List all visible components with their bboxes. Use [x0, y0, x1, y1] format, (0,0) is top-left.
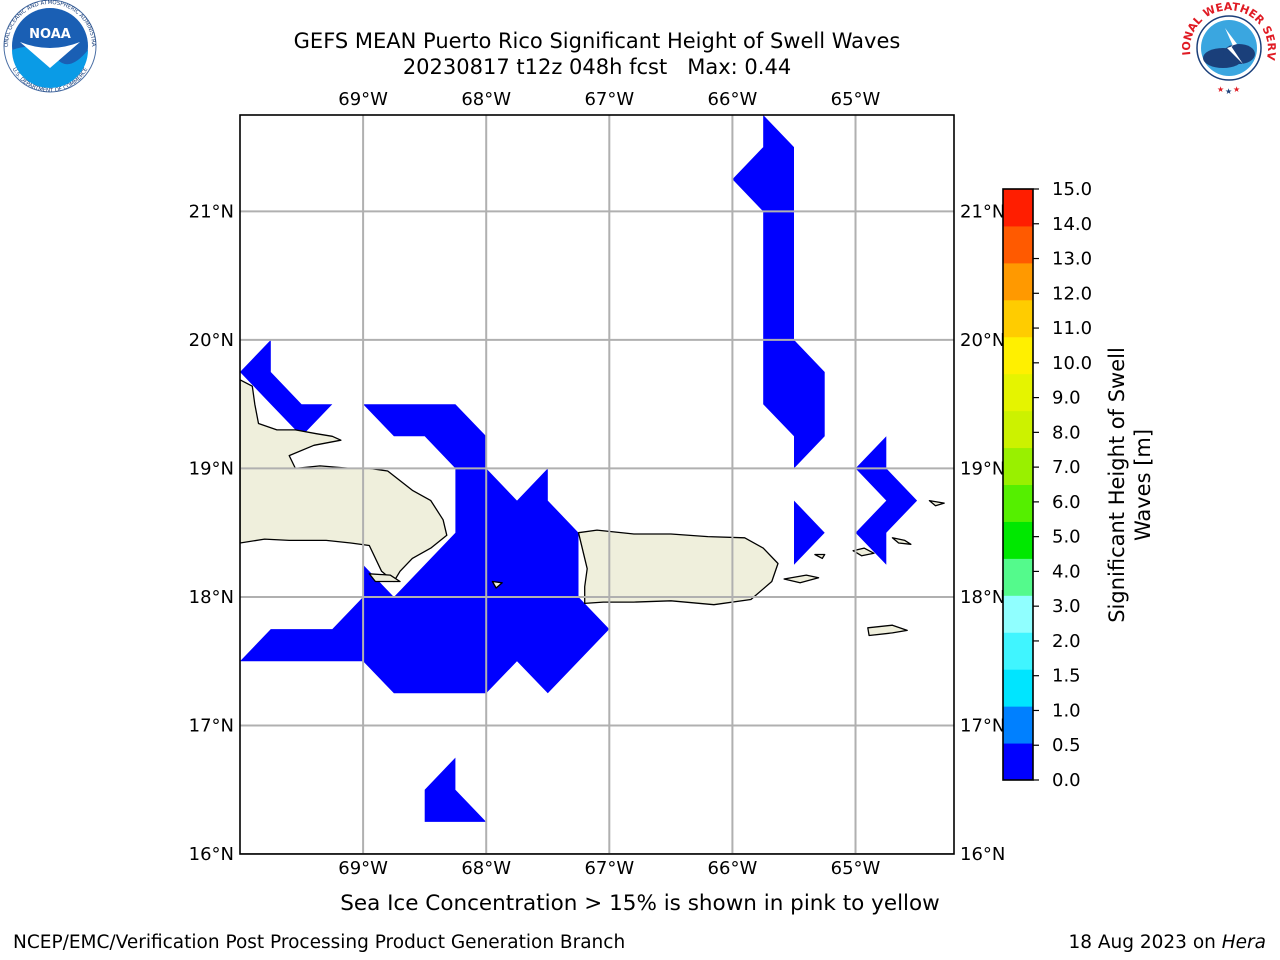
map-caption: Sea Ice Concentration > 15% is shown in … — [340, 891, 940, 916]
colorbar-swatch — [1003, 189, 1033, 227]
nws-star-icon: ★ — [1233, 85, 1240, 94]
swell-region — [240, 339, 333, 437]
colorbar-swatch — [1003, 669, 1033, 707]
map-frame — [239, 114, 955, 855]
land-saona — [368, 573, 401, 583]
lat-tick-label-right: 17°N — [960, 715, 1005, 736]
lat-tick-label-right: 16°N — [960, 844, 1005, 865]
colorbar-tick-label: 1.5 — [1052, 666, 1081, 687]
lon-tick-label-bottom: 68°W — [461, 858, 511, 879]
land-st-thomas — [852, 547, 875, 557]
lon-tick-label-top: 67°W — [584, 89, 634, 110]
colorbar-tick-label: 10.0 — [1052, 353, 1092, 374]
lat-tick-label-right: 19°N — [960, 458, 1005, 479]
grid-layer — [240, 115, 954, 854]
colorbar-swatch — [1003, 595, 1033, 633]
colorbar-swatch — [1003, 743, 1033, 781]
lon-tick-label-bottom: 66°W — [708, 858, 758, 879]
land-st-croix — [867, 624, 908, 637]
lat-tick-label-left: 21°N — [189, 201, 234, 222]
lon-tick-label-top: 69°W — [338, 89, 388, 110]
lat-tick-label-left: 16°N — [189, 844, 234, 865]
colorbar-swatch — [1003, 410, 1033, 449]
colorbar-tick-label: 2.0 — [1052, 631, 1081, 652]
swell-region — [794, 500, 825, 565]
colorbar-swatch — [1003, 521, 1033, 559]
map-subtitle: 20230817 t12z 048h fcst Max: 0.44 — [0, 54, 1194, 80]
land-mona — [491, 580, 503, 589]
colorbar-tick-label: 8.0 — [1052, 422, 1081, 443]
colorbar-tick-label: 4.0 — [1052, 561, 1081, 582]
nws-star-icon: ★ — [1217, 85, 1224, 94]
colorbar-tick-label: 15.0 — [1052, 179, 1092, 200]
land-puerto-rico — [577, 529, 779, 606]
colorbar-swatch — [1003, 299, 1033, 338]
colorbar-tick-label: 9.0 — [1052, 388, 1081, 409]
colorbar-tick-label: 11.0 — [1052, 318, 1092, 339]
lon-tick-label-top: 68°W — [461, 89, 511, 110]
swell-region — [732, 115, 825, 469]
colorbar-frame — [1002, 188, 1034, 781]
colorbar-tick-label: 1.0 — [1052, 700, 1081, 721]
colorbar-tick-label: 12.0 — [1052, 283, 1092, 304]
footer-credit: NCEP/EMC/Verification Post Processing Pr… — [13, 932, 626, 953]
colorbar-swatch — [1003, 225, 1033, 264]
tick-labels: 69°W 69°W 68°W 68°W 67°W 67°W 66°W 66°W 65°W 65°W… — [189, 89, 1006, 879]
colorbar-tick-label: 3.0 — [1052, 596, 1081, 617]
land-hispaniola — [240, 379, 448, 583]
footer-date-text: 18 Aug 2023 on — [1068, 932, 1222, 953]
footer-host: Hera — [1221, 932, 1266, 953]
forecast-date: 20230817 t12z 048h fcst — [402, 55, 668, 79]
colorbar-swatch — [1003, 484, 1033, 522]
colorbar-swatch — [1003, 632, 1033, 670]
land-vieques — [783, 574, 820, 584]
land-anegada — [928, 499, 945, 507]
colorbar-tick-label: 5.0 — [1052, 527, 1081, 548]
colorbar-label: Significant Height of Swell — [1105, 347, 1129, 623]
swell-region — [240, 404, 610, 694]
lon-tick-label-top: 66°W — [708, 89, 758, 110]
lat-tick-label-right: 18°N — [960, 587, 1005, 608]
colorbar-swatch — [1003, 262, 1033, 301]
colorbar-swatch — [1003, 336, 1033, 375]
colorbar-tick-label: 13.0 — [1052, 249, 1092, 270]
swell-region — [424, 757, 487, 822]
colorbar-tick-label: 7.0 — [1052, 457, 1081, 478]
colorbar-label-units: Waves [m] — [1131, 429, 1155, 541]
land-culebra — [814, 553, 826, 560]
lat-tick-label-left: 18°N — [189, 587, 234, 608]
lat-tick-label-left: 19°N — [189, 458, 234, 479]
colorbar: 0.0 0.5 1.0 1.5 2.0 3.0 4.0 5.0 6.0 7.0 8.0 9.0 10.0… — [1002, 179, 1155, 791]
lat-tick-label-left: 17°N — [189, 715, 234, 736]
lat-tick-label-right: 20°N — [960, 330, 1005, 351]
map-plot-area — [240, 115, 954, 854]
noaa-logo: NATIONAL OCEANIC AND ATMOSPHERIC ADMINIS… — [3, 0, 97, 94]
colorbar-tick-label: 6.0 — [1052, 492, 1081, 513]
nws-star-icon: ★ — [1225, 87, 1232, 96]
colorbar-swatch — [1003, 447, 1033, 485]
lon-tick-label-bottom: 69°W — [338, 858, 388, 879]
nws-logo: NATIONAL WEATHER SERVICE ★ ★ ★ — [1180, 0, 1278, 96]
max-value: Max: 0.44 — [687, 55, 792, 79]
noaa-logo-text: NOAA — [29, 27, 71, 42]
land-tortola — [891, 537, 912, 545]
lon-tick-label-bottom: 67°W — [584, 858, 634, 879]
colorbar-swatch — [1003, 706, 1033, 744]
map-title: GEFS MEAN Puerto Rico Significant Height… — [293, 29, 901, 53]
lon-tick-label-bottom: 65°W — [831, 858, 881, 879]
colorbar-swatch — [1003, 558, 1033, 596]
colorbar-swatch — [1003, 373, 1033, 412]
lat-tick-label-right: 21°N — [960, 201, 1005, 222]
colorbar-tick-label: 0.5 — [1052, 735, 1081, 756]
footer-date: 18 Aug 2023 on Hera — [1068, 932, 1266, 953]
lat-tick-label-left: 20°N — [189, 330, 234, 351]
colorbar-tick-label: 14.0 — [1052, 214, 1092, 235]
lon-tick-label-top: 65°W — [831, 89, 881, 110]
colorbar-tick-label: 0.0 — [1052, 770, 1081, 791]
land-layer — [240, 379, 945, 637]
